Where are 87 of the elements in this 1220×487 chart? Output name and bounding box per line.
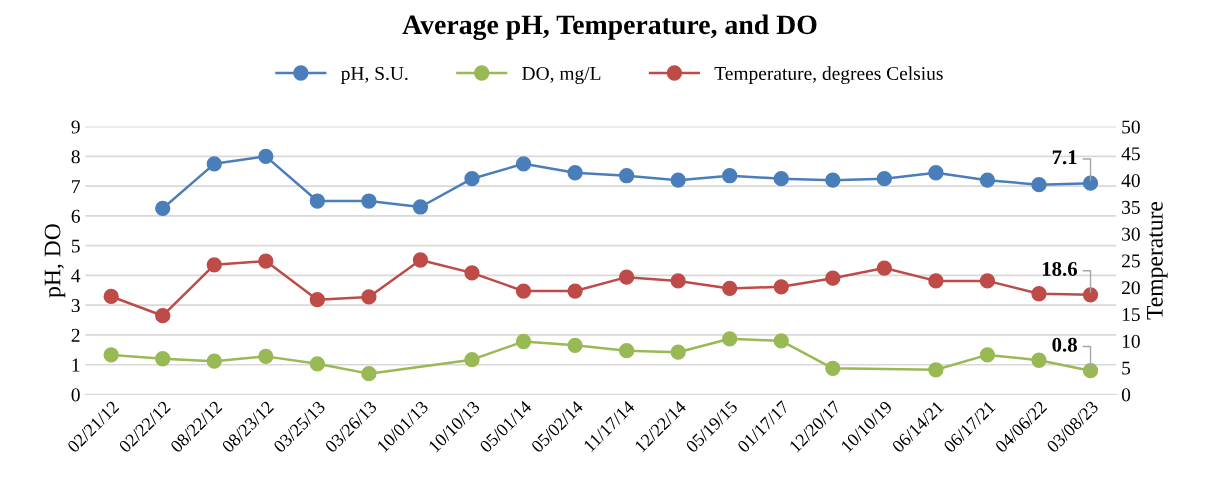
point <box>567 283 583 299</box>
y2-tick-label: 50 <box>1122 120 1140 134</box>
point <box>825 270 841 286</box>
point <box>618 269 635 285</box>
point <box>103 288 119 305</box>
point <box>309 356 325 372</box>
y-axis-title: pH, DO <box>44 224 66 298</box>
point <box>722 331 738 347</box>
point <box>928 362 944 378</box>
point <box>567 337 583 354</box>
y-tick-label: 9 <box>71 120 80 134</box>
point <box>464 352 480 368</box>
legend-label: Temperature, degrees Celsius <box>714 66 943 85</box>
data-label: 18.6 <box>1042 261 1078 277</box>
data-label: 7.1 <box>1052 150 1077 165</box>
point <box>1082 363 1099 379</box>
point <box>928 165 944 181</box>
point <box>567 165 583 181</box>
y-tick-label: 5 <box>71 239 80 253</box>
point <box>361 289 377 305</box>
chart-title: Average pH, Temperature, and DO <box>402 14 817 41</box>
point <box>1031 177 1047 193</box>
y2-tick-label: 0 <box>1121 388 1131 402</box>
point <box>464 265 480 281</box>
point <box>876 260 892 276</box>
point <box>979 347 996 363</box>
point <box>773 171 789 187</box>
point <box>979 172 996 188</box>
point <box>773 279 789 295</box>
point <box>722 280 738 297</box>
point <box>618 168 635 184</box>
point <box>155 351 171 367</box>
point <box>670 344 686 360</box>
point <box>825 360 841 376</box>
y2-axis-title: Temperature <box>1147 201 1168 320</box>
y2-tick-label: 40 <box>1121 174 1140 188</box>
point <box>670 273 686 289</box>
point <box>309 193 325 209</box>
point <box>155 200 171 217</box>
y-tick-label: 2 <box>71 328 80 342</box>
point <box>206 353 222 369</box>
point <box>1031 352 1047 368</box>
point <box>258 148 274 165</box>
y2-tick-label: 35 <box>1122 200 1140 214</box>
point <box>515 333 532 350</box>
point <box>258 348 274 365</box>
point <box>309 292 325 308</box>
y-tick-label: 4 <box>71 269 81 283</box>
y-tick-label: 7 <box>72 180 80 193</box>
point <box>825 172 841 188</box>
y2-tick-label: 45 <box>1121 147 1140 161</box>
point <box>206 257 222 273</box>
y2-tick-label: 30 <box>1122 227 1140 241</box>
y-tick-label: 1 <box>72 358 80 372</box>
y-tick-label: 3 <box>71 299 80 313</box>
data-label: 0.8 <box>1052 337 1077 352</box>
point <box>412 199 429 215</box>
y-tick-label: 6 <box>71 209 80 223</box>
point <box>155 308 171 324</box>
point <box>876 171 892 187</box>
point <box>412 252 429 268</box>
point <box>464 171 480 187</box>
point <box>103 347 119 363</box>
point <box>1082 175 1099 191</box>
point <box>361 365 377 382</box>
point <box>670 172 686 188</box>
point <box>515 156 532 172</box>
point <box>1082 287 1099 303</box>
legend-label: pH, S.U. <box>341 66 408 84</box>
legend-label: DO, mg/L <box>522 66 601 85</box>
y2-tick-label: 25 <box>1122 254 1140 268</box>
y2-tick-label: 5 <box>1122 361 1131 375</box>
point <box>206 156 222 172</box>
y-tick-label: 0 <box>71 388 80 402</box>
point <box>618 343 635 359</box>
point <box>258 253 274 269</box>
y2-tick-label: 10 <box>1122 334 1140 348</box>
point <box>979 273 996 289</box>
point <box>928 273 944 289</box>
point <box>361 193 377 209</box>
point <box>1031 286 1047 302</box>
y-tick-label: 8 <box>71 150 80 164</box>
y2-tick-label: 15 <box>1122 308 1140 322</box>
y2-tick-label: 20 <box>1122 281 1140 295</box>
point <box>773 333 789 349</box>
point <box>515 283 532 299</box>
point <box>722 168 738 184</box>
